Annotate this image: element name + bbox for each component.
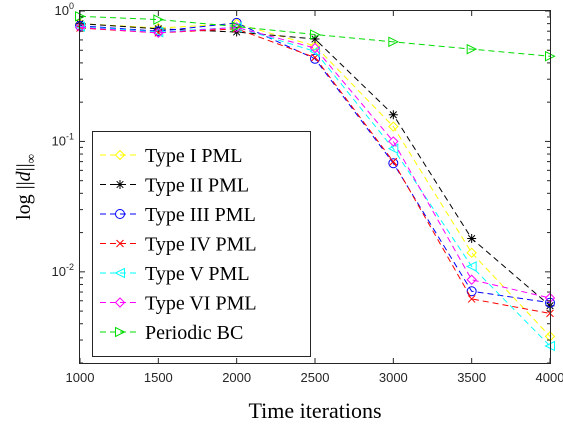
data-point — [466, 274, 477, 285]
data-point — [388, 121, 399, 132]
legend-swatch-marker — [115, 209, 125, 219]
data-point — [466, 261, 477, 272]
legend-entry: Periodic BC — [100, 322, 243, 344]
legend-label: Type IV PML — [145, 234, 257, 256]
legend-label: Periodic BC — [145, 322, 243, 344]
data-point — [153, 14, 164, 25]
plot-frame — [79, 10, 551, 364]
plot-area — [74, 11, 556, 352]
data-point — [388, 158, 399, 169]
legend-entry: Type V PML — [100, 263, 250, 285]
legend-label: Type II PML — [145, 175, 249, 197]
y-axis-label: log ||d||∞ — [13, 154, 38, 220]
data-point — [388, 36, 399, 48]
x-tick-label: 2500 — [301, 370, 330, 385]
data-point — [467, 234, 477, 244]
data-point — [388, 136, 399, 147]
svg-text:log ||d||∞: log ||d||∞ — [13, 154, 38, 220]
legend-entry: Type I PML — [100, 145, 242, 167]
x-tick-label: 4000 — [536, 370, 563, 385]
y-tick-label: 10-1 — [52, 131, 74, 148]
legend-entry: Type VI PML — [100, 293, 257, 315]
data-point — [466, 286, 477, 297]
legend-swatch-marker — [115, 180, 125, 189]
y-tick-label: 10-2 — [52, 262, 74, 279]
legend-entry: Type III PML — [100, 204, 256, 226]
data-point — [466, 247, 477, 258]
legend-swatch-marker — [114, 297, 126, 308]
data-point — [152, 26, 164, 38]
data-point — [231, 21, 243, 32]
data-point — [309, 42, 321, 54]
x-axis-label: Time iterations — [248, 398, 381, 423]
x-axis-ticks: 1000 1500 2000 2500 3000 3500 4000 — [66, 11, 563, 385]
axes — [79, 10, 551, 364]
data-point — [310, 53, 320, 64]
legend-entry: Type IV PML — [100, 234, 257, 256]
legend-label: Type III PML — [145, 204, 256, 226]
data-point — [310, 34, 320, 44]
x-tick-label: 1000 — [66, 370, 95, 385]
data-point — [309, 40, 321, 52]
data-point — [388, 110, 398, 120]
legend-swatch-marker — [114, 267, 125, 279]
legend-label: Type VI PML — [145, 293, 257, 315]
legend-label: Type V PML — [145, 263, 250, 285]
series-line — [79, 15, 551, 57]
legend-swatch-marker — [116, 239, 124, 248]
legend-swatch-marker — [115, 326, 126, 338]
y-tick-label: 100 — [55, 1, 74, 18]
x-tick-label: 1500 — [144, 370, 173, 385]
legend-label: Type I PML — [145, 145, 242, 167]
legend-box — [92, 131, 311, 357]
data-point — [153, 27, 164, 39]
data-point — [389, 157, 398, 166]
data-point — [466, 43, 478, 55]
legend-swatch-marker — [114, 149, 126, 161]
legend: Type I PML Type II PML Type III PML Type IV… — [92, 131, 311, 357]
x-tick-label: 3500 — [457, 370, 486, 385]
data-point — [309, 46, 320, 57]
y-axis-ticks: 100 10-1 10-2 — [52, 1, 550, 364]
x-tick-label: 2000 — [222, 370, 251, 385]
legend-entry: Type II PML — [100, 175, 249, 197]
series-line — [79, 22, 551, 304]
x-tick-label: 3000 — [379, 370, 408, 385]
data-point — [467, 295, 476, 303]
series-line — [79, 26, 551, 347]
data-point — [310, 29, 321, 40]
